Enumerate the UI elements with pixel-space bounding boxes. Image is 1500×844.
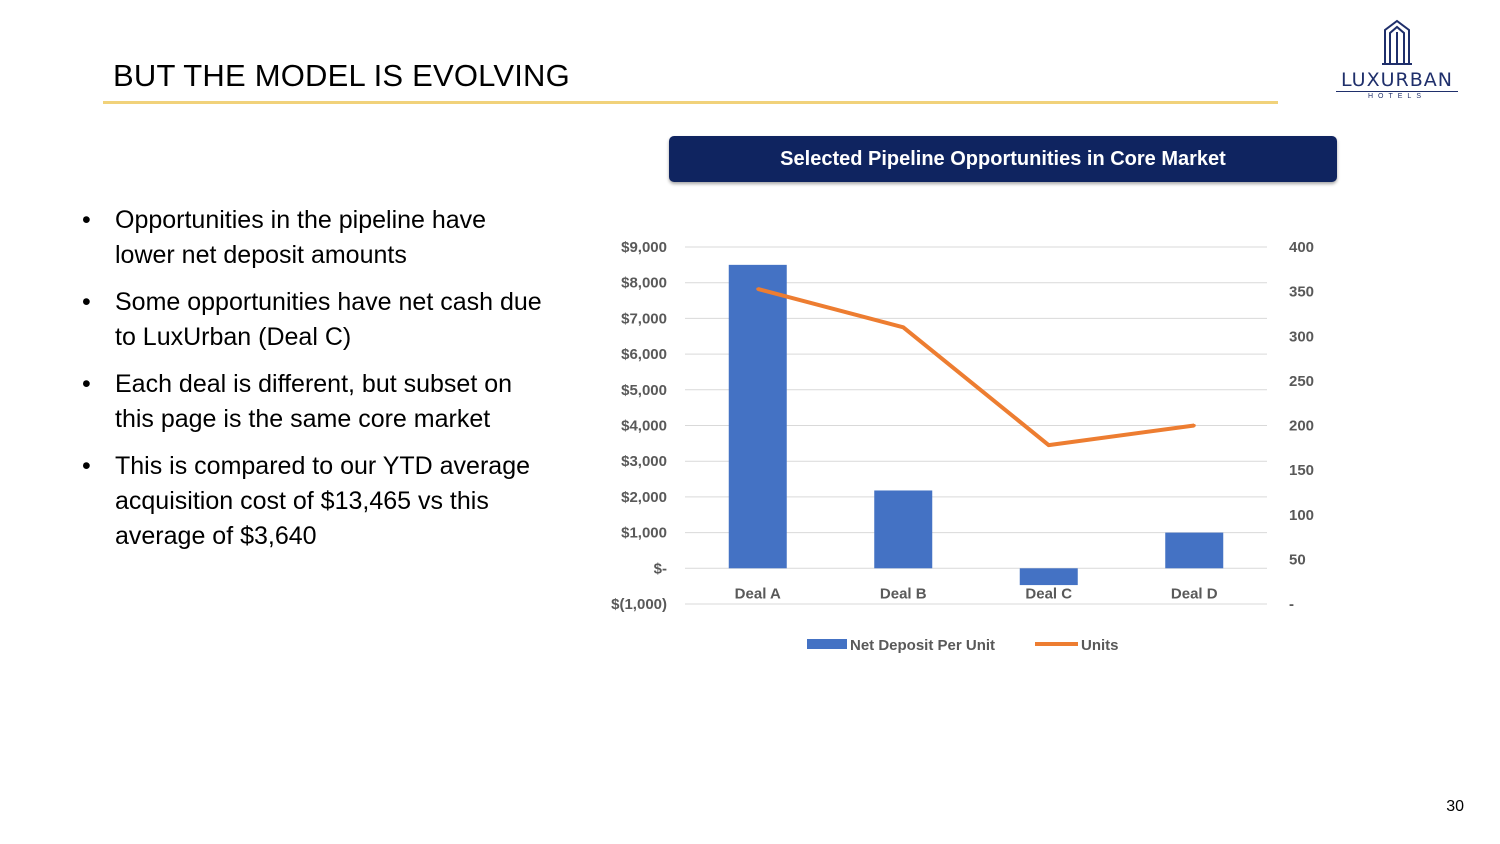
y-left-tick-label: $9,000 <box>621 239 667 256</box>
y-right-tick-label: 350 <box>1289 284 1314 301</box>
legend-swatch-bar <box>807 639 847 649</box>
bullet-dot: • <box>82 288 91 316</box>
bullet-dot: • <box>82 452 91 480</box>
bullet-text: This is compared to our YTD average acqu… <box>115 452 531 550</box>
y-left-tick-label: $3,000 <box>621 453 667 470</box>
logo-divider <box>1336 91 1458 92</box>
bar-net-deposit <box>1019 568 1078 586</box>
bullet-list: • Opportunities in the pipeline have lowe… <box>82 203 542 566</box>
x-tick-label: Deal C <box>1025 585 1072 602</box>
y-left-tick-label: $2,000 <box>621 489 667 506</box>
building-icon <box>1382 19 1412 65</box>
y-left-tick-label: $4,000 <box>621 418 667 435</box>
x-tick-label: Deal D <box>1171 585 1218 602</box>
bar-net-deposit <box>728 264 787 569</box>
bullet-item: • Opportunities in the pipeline have lowe… <box>82 203 542 273</box>
y-right-tick-label: - <box>1289 596 1294 613</box>
logo-wordmark: LUXURBAN <box>1341 69 1453 91</box>
luxurban-logo: LUXURBAN HOTELS <box>1330 18 1464 104</box>
title-underline <box>103 101 1278 104</box>
bullet-item: • Each deal is different, but subset on t… <box>82 367 542 437</box>
line-point-units <box>901 325 905 329</box>
slide-title: BUT THE MODEL IS EVOLVING <box>113 58 570 93</box>
y-left-tick-label: $8,000 <box>621 275 667 292</box>
y-left-tick-label: $- <box>654 560 667 577</box>
bullet-text: Each deal is different, but subset on th… <box>115 370 513 433</box>
bullet-dot: • <box>82 206 91 234</box>
chart-title: Selected Pipeline Opportunities in Core … <box>669 136 1337 182</box>
x-tick-label: Deal B <box>880 585 927 602</box>
logo-subtitle: HOTELS <box>1367 93 1426 100</box>
bullet-item: • This is compared to our YTD average acq… <box>82 449 542 554</box>
page-number: 30 <box>1446 798 1464 815</box>
bullet-text: Opportunities in the pipeline have lower… <box>115 206 487 269</box>
bullet-dot: • <box>82 370 91 398</box>
bullet-item: • Some opportunities have net cash due to… <box>82 285 542 355</box>
line-units <box>757 287 1195 448</box>
bar-net-deposit <box>874 490 933 569</box>
y-left-tick-label: $6,000 <box>621 346 667 363</box>
y-left-tick-label: $7,000 <box>621 310 667 327</box>
y-right-tick-label: 400 <box>1289 239 1314 256</box>
line-point-units <box>1047 443 1051 447</box>
line-point-units <box>1192 424 1196 427</box>
y-right-tick-label: 150 <box>1289 462 1314 479</box>
legend-label-bar: Net Deposit Per Unit <box>850 637 995 654</box>
y-right-tick-label: 200 <box>1289 418 1314 435</box>
y-left-tick-label: $1,000 <box>621 525 667 542</box>
y-left-tick-label: $5,000 <box>621 382 667 399</box>
line-point-units <box>756 287 760 291</box>
x-tick-label: Deal A <box>735 585 781 602</box>
y-right-tick-label: 50 <box>1289 551 1306 568</box>
y-right-tick-label: 250 <box>1289 373 1314 390</box>
bullet-text: Some opportunities have net cash due to … <box>115 288 542 351</box>
y-right-tick-label: 100 <box>1289 507 1314 524</box>
y-right-tick-label: 300 <box>1289 328 1314 345</box>
y-left-tick-label: $(1,000) <box>611 596 667 613</box>
legend-label-line: Units <box>1081 637 1119 654</box>
bar-net-deposit <box>1165 532 1224 569</box>
